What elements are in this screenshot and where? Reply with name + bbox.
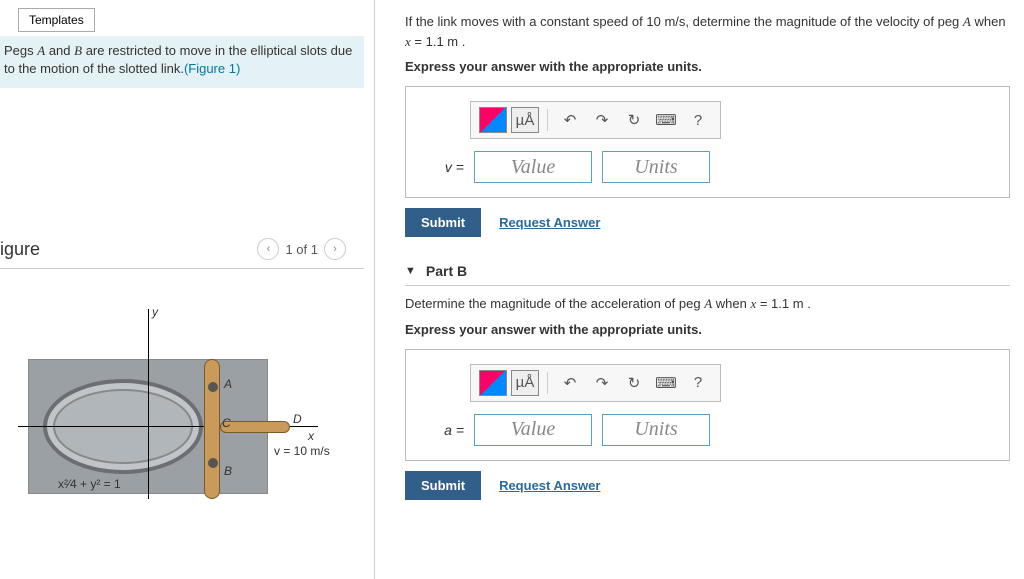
qB-peg: A <box>704 296 712 311</box>
intro-text-2: and <box>45 43 74 58</box>
diagram-v-label: v = 10 m/s <box>274 444 330 458</box>
part-b-heading[interactable]: ▼ Part B <box>405 263 1010 286</box>
part-a-express: Express your answer with the appropriate… <box>405 59 1010 74</box>
redo-button[interactable]: ↷ <box>588 370 616 396</box>
qA-peg: A <box>963 14 971 29</box>
figure-diagram: y x A B C D v = 10 m/s x²⁄4 + y² = 1 <box>18 299 334 509</box>
keyboard-button[interactable]: ⌨ <box>652 107 680 133</box>
peg-a-label: A <box>37 43 45 58</box>
templates-icon[interactable] <box>479 370 507 396</box>
help-button[interactable]: ? <box>684 370 712 396</box>
part-a-request-answer-link[interactable]: Request Answer <box>499 215 600 230</box>
part-b-express: Express your answer with the appropriate… <box>405 322 1010 337</box>
units-tool-button[interactable]: µÅ <box>511 370 539 396</box>
figure-heading-row: igure ‹ 1 of 1 › <box>0 238 364 266</box>
right-panel: If the link moves with a constant speed … <box>375 0 1024 579</box>
part-b-question: Determine the magnitude of the accelerat… <box>405 294 1010 314</box>
diagram-a-label: A <box>224 377 232 391</box>
part-b-submit-row: Submit Request Answer <box>405 471 1010 500</box>
figure-counter: 1 of 1 <box>285 242 318 257</box>
qA-text-3: when <box>971 14 1006 29</box>
peg-b-label: B <box>74 43 82 58</box>
part-a-question: If the link moves with a constant speed … <box>405 12 1010 51</box>
diagram-x-label: x <box>308 429 314 443</box>
qB-text-4: . <box>804 296 811 311</box>
toolbar-divider <box>547 109 548 131</box>
part-b-answer-panel: µÅ ↶ ↷ ↻ ⌨ ? a = Value Units <box>405 349 1010 461</box>
undo-button[interactable]: ↶ <box>556 107 584 133</box>
qA-unit2: m <box>447 34 458 49</box>
help-button[interactable]: ? <box>684 107 712 133</box>
reset-button[interactable]: ↻ <box>620 107 648 133</box>
part-a-submit-button[interactable]: Submit <box>405 208 481 237</box>
part-a-input-row: v = Value Units <box>434 151 993 183</box>
figure-heading: igure <box>0 239 40 260</box>
diagram-b-label: B <box>224 464 232 478</box>
qA-text-5: . <box>458 34 465 49</box>
part-a-toolbar: µÅ ↶ ↷ ↻ ⌨ ? <box>470 101 721 139</box>
qB-text-3: = 1.1 <box>756 296 793 311</box>
left-panel: Templates Pegs A and B are restricted to… <box>0 0 375 579</box>
part-b-input-row: a = Value Units <box>434 414 993 446</box>
part-b-title: Part B <box>426 263 467 279</box>
qB-text-1: Determine the magnitude of the accelerat… <box>405 296 704 311</box>
part-b-toolbar: µÅ ↶ ↷ ↻ ⌨ ? <box>470 364 721 402</box>
qA-units: m/s <box>664 14 685 29</box>
part-b-request-answer-link[interactable]: Request Answer <box>499 478 600 493</box>
keyboard-button[interactable]: ⌨ <box>652 370 680 396</box>
part-b-value-input[interactable]: Value <box>474 414 592 446</box>
reset-button[interactable]: ↻ <box>620 370 648 396</box>
part-a-answer-panel: µÅ ↶ ↷ ↻ ⌨ ? v = Value Units <box>405 86 1010 198</box>
units-tool-button[interactable]: µÅ <box>511 107 539 133</box>
qB-unit: m <box>793 296 804 311</box>
qA-text-2: , determine the magnitude of the velocit… <box>685 14 963 29</box>
qB-text-2: when <box>712 296 750 311</box>
part-a-submit-row: Submit Request Answer <box>405 208 1010 237</box>
qA-text-1: If the link moves with a constant speed … <box>405 14 664 29</box>
problem-intro: Pegs A and B are restricted to move in t… <box>0 36 364 88</box>
redo-button[interactable]: ↷ <box>588 107 616 133</box>
templates-button[interactable]: Templates <box>18 8 95 32</box>
diagram-link-bar <box>204 359 220 499</box>
figure-nav: ‹ 1 of 1 › <box>257 238 346 260</box>
figure-next-button[interactable]: › <box>324 238 346 260</box>
undo-button[interactable]: ↶ <box>556 370 584 396</box>
figure-prev-button[interactable]: ‹ <box>257 238 279 260</box>
figure-link[interactable]: (Figure 1) <box>184 61 240 76</box>
templates-icon[interactable] <box>479 107 507 133</box>
part-a-value-input[interactable]: Value <box>474 151 592 183</box>
qA-text-4: = 1.1 <box>411 34 448 49</box>
diagram-y-axis <box>148 309 149 499</box>
toolbar-divider <box>547 372 548 394</box>
diagram-c-label: C <box>222 416 231 430</box>
diagram-eq-label: x²⁄4 + y² = 1 <box>58 477 121 491</box>
diagram-d-label: D <box>293 412 302 426</box>
diagram-y-label: y <box>152 305 158 319</box>
collapse-icon: ▼ <box>405 265 416 277</box>
part-b-units-input[interactable]: Units <box>602 414 710 446</box>
part-b-submit-button[interactable]: Submit <box>405 471 481 500</box>
figure-separator <box>0 268 364 269</box>
part-a-var-label: v = <box>434 159 464 175</box>
part-a-units-input[interactable]: Units <box>602 151 710 183</box>
part-b-var-label: a = <box>434 422 464 438</box>
intro-text-1: Pegs <box>4 43 37 58</box>
